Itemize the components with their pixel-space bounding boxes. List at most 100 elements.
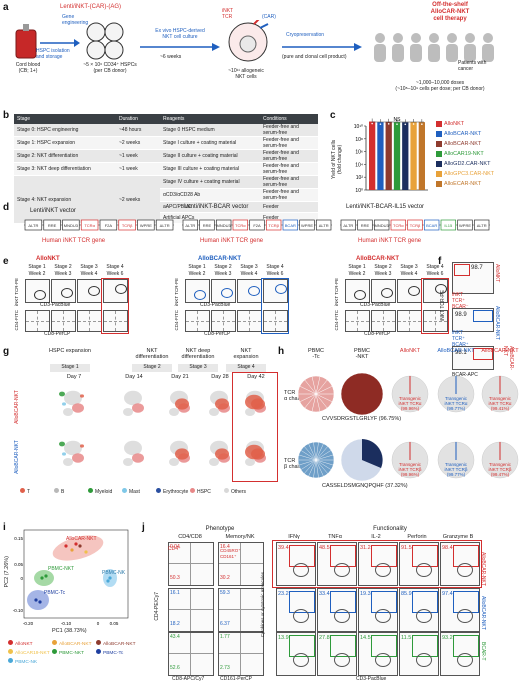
- row-label: AlloBCAR-NKT: [14, 440, 20, 474]
- table-cell: Stage III culture + coating material: [160, 162, 260, 176]
- pie-slice-divider: [315, 442, 319, 461]
- flow-plot: 16.4 30.2: [218, 542, 264, 586]
- cryo-label: Cryopreservation: [286, 32, 325, 38]
- x-axis-label: CD3-PacBlue: [360, 302, 391, 308]
- legend-label: Mast: [129, 489, 140, 495]
- flow-plot: 59.3 6.37: [218, 588, 264, 632]
- quadrant-line: [219, 609, 263, 610]
- x-axis-label: PC1 (38.73%): [52, 628, 87, 634]
- x-tick-label: -0.20: [23, 621, 34, 626]
- column-title: CD4/CD8: [178, 534, 202, 540]
- stage-label: Stage 2: [54, 264, 72, 270]
- legend-item: PBMC-Tc: [96, 649, 123, 656]
- legend-swatch: [88, 488, 93, 493]
- x-axis-label: CD8-PerCP: [44, 331, 71, 337]
- pie-chart: [297, 441, 335, 479]
- gate-value: 31.2: [360, 545, 371, 551]
- data-point: [34, 598, 38, 602]
- stage-title: HSPC expansion: [49, 348, 91, 354]
- cluster: [64, 440, 82, 456]
- table-cell: aAPC/PBMC: [160, 201, 260, 213]
- table-cell: Stage 3: NKT deep differentiation: [14, 162, 116, 176]
- panel-h: PBMC -Tc PBMC -NKT AlloNKT AlloBCAR-NKT Allo…: [284, 346, 520, 516]
- cluster: [209, 458, 219, 466]
- pie-slice-divider: [298, 459, 317, 466]
- inkt-tcr-label: iNKT TCR: [222, 8, 234, 20]
- panel-j: Phenotype Functionality CD4/CD8 Memory/NK IF…: [150, 522, 520, 684]
- vector-element: [282, 219, 299, 231]
- flow-plot: 91.5: [399, 542, 439, 586]
- transgenic-label: Transgenic iNKT TCRβ (99.77%): [444, 462, 468, 477]
- legend-item: AlloNKT: [8, 640, 33, 647]
- flow-plot: 11.5: [399, 632, 439, 676]
- flow-plot: [237, 279, 262, 303]
- panel-i: -0.20 -0.10 0 0.05 0.15 0.05 0 -0.10 AlloCAR-NKT…: [4, 526, 136, 684]
- f-label-3: AlloBCAR-NKT: [502, 346, 514, 370]
- c-ylabel: Yield of NKT cells (fold change): [331, 139, 343, 179]
- legend-label: AlloBCAR-NKT: [103, 642, 136, 647]
- row-label: AlloBCAR-NKT: [480, 596, 486, 630]
- flow-contour: [334, 653, 350, 667]
- legend-item: AlloBCAR-NKT: [436, 140, 481, 149]
- cluster: [123, 458, 133, 466]
- pie-column-title: PBMC -NKT: [354, 348, 370, 360]
- gate-value: 19.3: [360, 591, 371, 597]
- flow-gate: [61, 288, 73, 298]
- legend-item: AlloCAR19-NKT: [8, 649, 50, 656]
- stage-label: Stage 3: [178, 364, 218, 372]
- legend-label: B: [61, 489, 65, 495]
- y-axis-label: CD4-FITC: [334, 310, 339, 331]
- pie-slice-divider: [315, 443, 324, 461]
- e-group-3: AlloBCAR-NKT: [356, 256, 399, 262]
- legend-label: AlloBCAR-NKT: [444, 141, 482, 147]
- legend-label: AlloGPC3.CAR-NKT: [444, 171, 495, 177]
- flow-plot: [211, 279, 236, 303]
- col-header: Conditions: [260, 114, 318, 124]
- col-header: Duration: [116, 114, 160, 124]
- cluster: [62, 452, 66, 456]
- vector-element-label: BCAR: [426, 223, 437, 228]
- legend-item: B: [54, 488, 64, 495]
- column-title: IFNγ: [288, 534, 300, 540]
- flow-plot: [371, 310, 396, 332]
- x-axis-label: CD3-PacBlue: [356, 676, 387, 682]
- f-val-3: 98.1: [455, 350, 467, 356]
- quadrant-value: 43.4: [170, 634, 180, 640]
- pie-slice-divider: [315, 446, 328, 461]
- quadrant-line: [212, 321, 235, 322]
- quadrant-line: [186, 321, 209, 322]
- week-label: Week 4: [80, 271, 98, 277]
- table-cell: Feeder-free and serum-free: [260, 162, 318, 176]
- pie-slice-divider: [308, 443, 317, 461]
- table-cell: ~2 weeks: [116, 136, 160, 150]
- y-axis-label: iNKT TCR-PE: [334, 278, 339, 306]
- bar: [418, 122, 425, 190]
- y-tick-label: 10⁶: [355, 150, 363, 156]
- flow-plot: [103, 279, 128, 303]
- pie-slice-divider: [315, 393, 321, 412]
- quadrant-line: [190, 633, 191, 675]
- cluster: [169, 408, 179, 416]
- y-axis-label: CD4-FITC: [14, 310, 19, 331]
- legend-item: AlloBCAR-NKT: [436, 130, 481, 139]
- vector-element: [473, 219, 490, 231]
- flow-contour: [457, 609, 473, 623]
- highlight-box: [272, 540, 482, 588]
- quadrant-value: 18.2: [170, 621, 180, 627]
- flow-plot: 13.9: [276, 632, 316, 676]
- legend-item: AlloGPC3.CAR-NKT: [436, 170, 494, 179]
- table-cell: Feeder-free and serum-free: [260, 149, 318, 163]
- e-group-1: AlloNKT: [36, 256, 60, 262]
- panel-a: Cord blood (CB; 1+) Lenti/iNKT-(CAR)-(AG…: [0, 0, 520, 110]
- pie-slice-divider: [315, 393, 328, 409]
- cd34-label: ~5 × 10⁶ CD34⁺ HSPCs (per CB donor): [83, 62, 137, 74]
- col-header: Reagents: [160, 114, 260, 124]
- x-tick-label: -0.10: [61, 621, 72, 626]
- flow-gate: [354, 290, 366, 300]
- panel-label-c: c: [330, 110, 336, 121]
- legend-swatch: [436, 130, 442, 137]
- legend-label: PBMC-NK: [15, 660, 38, 665]
- pie-slice: [362, 439, 383, 468]
- pie-slice-divider: [300, 450, 317, 461]
- quadrant-value: 16.4: [220, 544, 230, 550]
